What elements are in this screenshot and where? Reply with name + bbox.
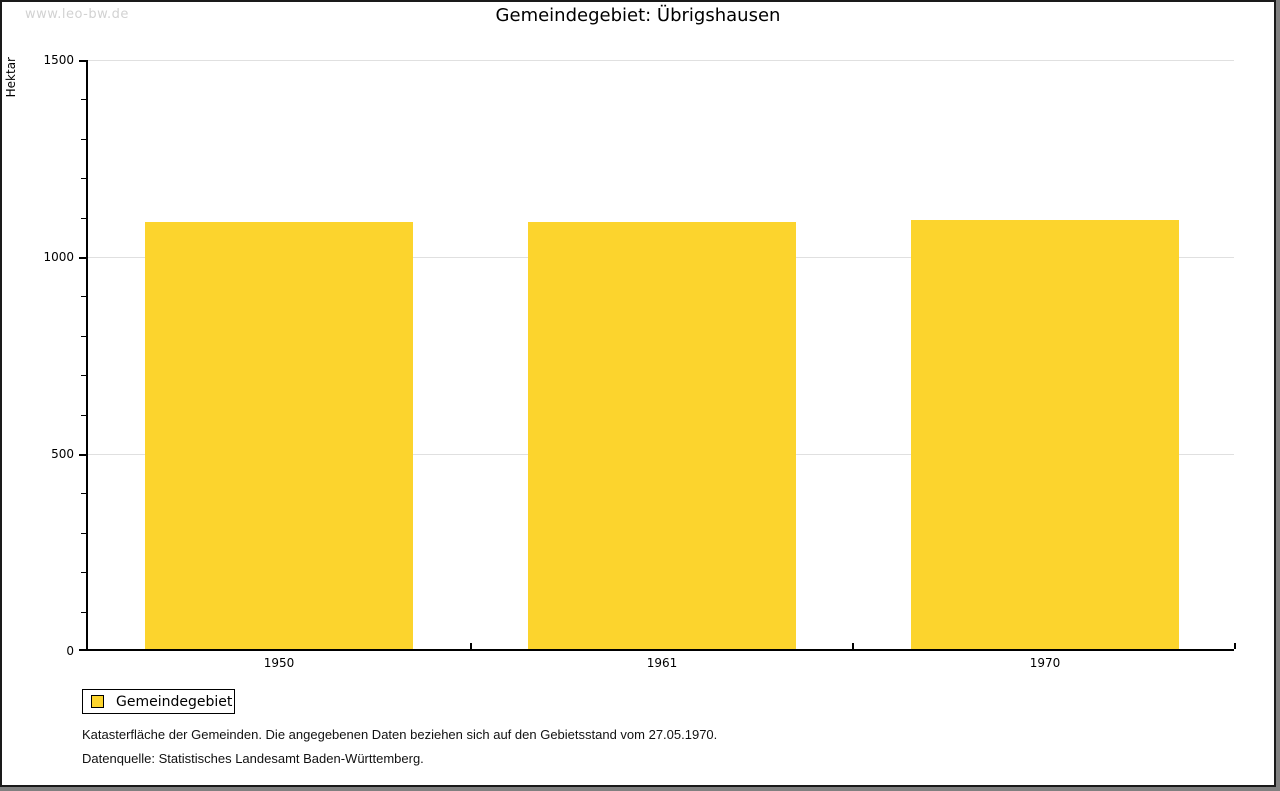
watermark-url: www.leo-bw.de	[25, 7, 129, 22]
legend-box: Gemeindegebiet	[82, 689, 235, 714]
y-tick-label-0: 0	[66, 644, 74, 658]
y-major-tick-1500	[79, 60, 86, 62]
y-minor-tick-1400	[81, 99, 86, 100]
footnote-data-source: Datenquelle: Statistisches Landesamt Bad…	[82, 751, 424, 766]
y-minor-tick-1300	[81, 139, 86, 140]
bar-1961	[528, 222, 796, 649]
bar-1970	[911, 220, 1179, 649]
x-axis-end-tick	[1234, 643, 1236, 649]
chart-title: Gemeindegebiet: Übrigshausen	[495, 5, 781, 26]
y-minor-tick-100	[81, 612, 86, 613]
y-minor-tick-700	[81, 375, 86, 376]
y-tick-label-1500: 1500	[43, 53, 74, 67]
y-minor-tick-600	[81, 415, 86, 416]
y-tick-label-500: 500	[51, 447, 74, 461]
y-major-tick-1000	[79, 257, 86, 259]
x-tick-label-1970: 1970	[1029, 656, 1061, 670]
footnote-source-note: Katasterfläche der Gemeinden. Die angege…	[82, 727, 718, 742]
y-minor-tick-200	[81, 572, 86, 573]
x-tick-label-1950: 1950	[263, 656, 295, 670]
y-minor-tick-1100	[81, 218, 86, 219]
bar-1950	[145, 222, 413, 649]
y-major-tick-500	[79, 454, 86, 456]
gridline-1500	[88, 60, 1234, 61]
y-major-tick-0	[79, 649, 86, 651]
legend-label: Gemeindegebiet	[116, 693, 233, 710]
x-tick-label-1961: 1961	[646, 656, 678, 670]
x-separator-tick-1	[470, 643, 472, 649]
x-separator-tick-2	[852, 643, 854, 649]
y-axis-label: Hektar	[4, 57, 18, 98]
y-minor-tick-800	[81, 336, 86, 337]
y-minor-tick-1200	[81, 178, 86, 179]
y-tick-label-1000: 1000	[43, 250, 74, 264]
legend-swatch-icon	[91, 695, 104, 708]
y-minor-tick-900	[81, 296, 86, 297]
y-minor-tick-300	[81, 533, 86, 534]
plot-area: 0 500 1000 1500 1950 1961 1970	[43, 53, 1236, 670]
y-minor-tick-400	[81, 493, 86, 494]
